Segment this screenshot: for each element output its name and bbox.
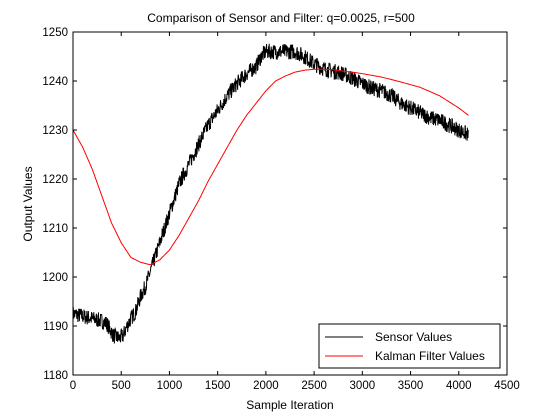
y-tick-label: 1180 <box>43 370 68 382</box>
y-axis-label: Output Values <box>21 166 35 241</box>
y-tick-label: 1210 <box>42 223 68 235</box>
x-tick-label: 2500 <box>301 380 327 392</box>
ticks-layer: 0 500 1000 1500 2000 2500 3000 3500 4000 4500 1180… <box>42 27 519 392</box>
series-layer <box>72 43 469 344</box>
y-tick-label: 1240 <box>42 76 68 88</box>
x-tick-label: 3000 <box>350 380 376 392</box>
legend-label-kalman: Kalman Filter Values <box>375 349 485 363</box>
x-tick-label: 1000 <box>157 380 183 392</box>
legend: Sensor Values Kalman Filter Values <box>318 323 501 369</box>
y-tick-label: 1190 <box>43 321 68 333</box>
y-tick-label: 1200 <box>42 272 68 284</box>
x-tick-label: 0 <box>70 380 76 392</box>
y-tick-label: 1250 <box>42 27 68 39</box>
axes-box <box>72 31 508 376</box>
x-tick-label: 4500 <box>494 380 520 392</box>
legend-box <box>318 323 501 369</box>
legend-label-sensor: Sensor Values <box>375 330 452 344</box>
kalman-filter-line <box>72 68 469 266</box>
x-tick-label: 3500 <box>398 380 424 392</box>
x-tick-label: 1500 <box>205 380 231 392</box>
x-tick-label: 4000 <box>446 380 472 392</box>
y-tick-label: 1230 <box>42 125 68 137</box>
sensor-values-line <box>72 43 469 344</box>
chart-title: Comparison of Sensor and Filter: q=0.002… <box>147 11 415 25</box>
plot-area <box>73 32 507 375</box>
y-tick-label: 1220 <box>42 174 68 186</box>
x-tick-label: 500 <box>112 380 131 392</box>
x-axis-label: Sample Iteration <box>246 398 333 412</box>
x-tick-label: 2000 <box>253 380 279 392</box>
